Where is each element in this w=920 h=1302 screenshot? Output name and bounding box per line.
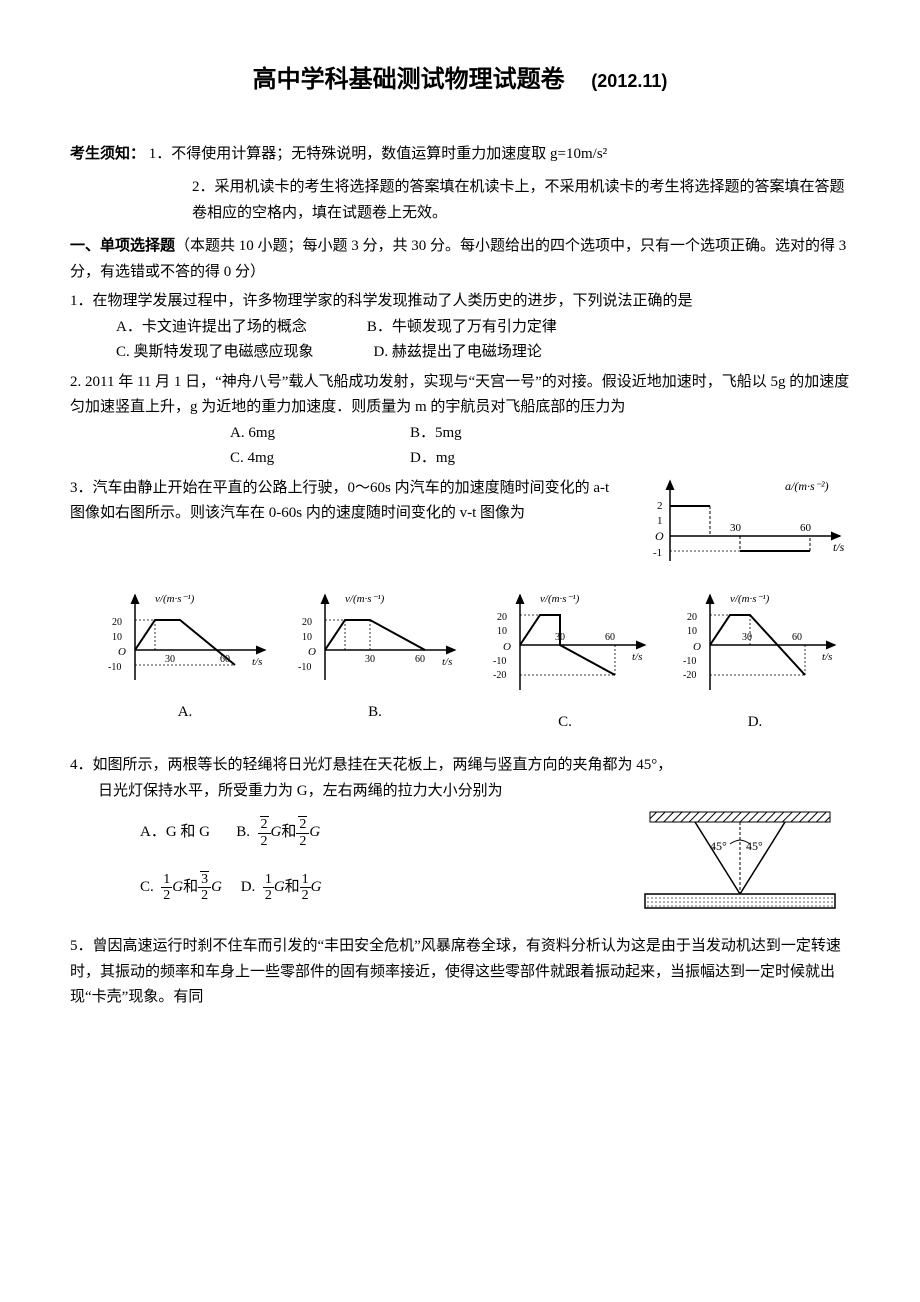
q3-xlabel: t/s xyxy=(833,540,845,554)
q3-at-chart: a/(m·s⁻²) t/s 2 1 O -1 30 60 xyxy=(635,476,850,576)
q3-ylabel: a/(m·s⁻²) xyxy=(785,479,829,493)
section-1-head: 一、单项选择题（本题共 10 小题；每小题 3 分，共 30 分。每小题给出的四… xyxy=(70,234,850,285)
q3-chart-b: v/(m·s⁻¹) t/s 20 10 O -10 30 60 B. xyxy=(290,590,460,736)
q4-options: A．G 和 G B. 22G和22G C. 12G和32G D. 12G和12G xyxy=(70,804,616,904)
q3-stem: 3．汽车由静止开始在平直的公路上行驶，0～60s 内汽车的加速度随时间变化的 a… xyxy=(70,476,621,527)
notice-line-2: 2．采用机读卡的考生将选择题的答案填在机读卡上，不采用机读卡的考生将选择题的答案… xyxy=(70,175,850,226)
svg-text:-10: -10 xyxy=(108,662,121,673)
svg-text:10: 10 xyxy=(687,626,697,637)
svg-text:10: 10 xyxy=(302,632,312,643)
notice-1-sup: s² xyxy=(597,146,607,162)
svg-text:20: 20 xyxy=(112,617,122,628)
svg-text:t/s: t/s xyxy=(442,656,452,668)
q5-stem: 5．曾因高速运行时刹不住车而引发的“丰田安全危机”风暴席卷全球，有资料分析认为这… xyxy=(70,934,850,1011)
svg-text:20: 20 xyxy=(687,612,697,623)
q4-d-frac1: 12 xyxy=(263,872,274,904)
q3-chart-a: v/(m·s⁻¹) t/s 20 10 O -10 30 60 A. xyxy=(100,590,270,736)
svg-text:20: 20 xyxy=(497,612,507,623)
q1-opt-b: B．牛顿发现了万有引力定律 xyxy=(367,315,557,341)
q4-b-frac1: 22 xyxy=(258,816,271,849)
q4-d-frac2: 12 xyxy=(300,872,311,904)
q4-angle2: 45° xyxy=(746,839,763,853)
q2-opt-c: C. 4mg xyxy=(230,446,350,472)
notice-1-text: 1．不得使用计算器；无特殊说明，数值运算时重力加速度取 g=10m/ xyxy=(149,146,597,162)
question-2: 2. 2011 年 11 月 1 日，“神舟八号”载人飞船成功发射，实现与“天宫… xyxy=(70,370,850,472)
q4-he1: 和 xyxy=(281,824,296,840)
svg-text:60: 60 xyxy=(605,632,615,643)
q2-opt-d: D．mg xyxy=(410,446,530,472)
svg-text:-20: -20 xyxy=(493,670,506,681)
svg-text:v/(m·s⁻¹): v/(m·s⁻¹) xyxy=(730,593,770,605)
q3-o: O xyxy=(655,529,664,543)
q2-options: A. 6mg B．5mg C. 4mg D．mg xyxy=(70,421,850,472)
question-5: 5．曾因高速运行时刹不住车而引发的“丰田安全危机”风暴席卷全球，有资料分析认为这… xyxy=(70,934,850,1011)
svg-text:30: 30 xyxy=(365,654,375,665)
q3-c-label: C. xyxy=(480,710,650,736)
q2-opt-a: A. 6mg xyxy=(230,421,350,447)
svg-text:20: 20 xyxy=(302,617,312,628)
svg-text:O: O xyxy=(308,646,316,658)
q1-opt-a: A．卡文迪许提出了场的概念 xyxy=(116,315,307,341)
svg-text:30: 30 xyxy=(165,654,175,665)
section-1-label: 一、单项选择题 xyxy=(70,238,175,254)
q4-b-frac2: 22 xyxy=(296,816,309,849)
q3-chart-c: v/(m·s⁻¹) t/s 20 10 O -10 -20 30 60 C. xyxy=(480,590,650,736)
q1-opt-c: C. 奥斯特发现了电磁感应现象 xyxy=(116,340,314,366)
q4-he3: 和 xyxy=(285,879,300,895)
svg-text:-20: -20 xyxy=(683,670,696,681)
svg-text:-10: -10 xyxy=(493,656,506,667)
q4-stem-a: 4．如图所示，两根等长的轻绳将日光灯悬挂在天花板上，两绳与竖直方向的夹角都为 4… xyxy=(70,753,850,779)
svg-text:30: 30 xyxy=(742,632,752,643)
svg-text:v/(m·s⁻¹): v/(m·s⁻¹) xyxy=(345,593,385,605)
q3-y2: 2 xyxy=(657,500,663,512)
svg-text:t/s: t/s xyxy=(822,651,832,663)
q1-opt-d: D. 赫兹提出了电磁场理论 xyxy=(374,340,542,366)
q3-b-label: B. xyxy=(290,700,460,726)
title-sub: (2012.11) xyxy=(591,71,667,91)
q3-y1: 1 xyxy=(657,515,663,527)
q1-stem: 1．在物理学发展过程中，许多物理学家的科学发现推动了人类历史的进步，下列说法正确… xyxy=(70,289,850,315)
title-main: 高中学科基础测试物理试题卷 xyxy=(253,66,565,93)
svg-text:-10: -10 xyxy=(683,656,696,667)
svg-text:60: 60 xyxy=(415,654,425,665)
q2-stem: 2. 2011 年 11 月 1 日，“神舟八号”载人飞船成功发射，实现与“天宫… xyxy=(70,370,850,421)
q3-d-label: D. xyxy=(670,710,840,736)
q4-opt-a: A．G 和 G xyxy=(140,824,210,840)
svg-text:O: O xyxy=(693,641,701,653)
q3-option-charts: v/(m·s⁻¹) t/s 20 10 O -10 30 60 A. v/(m·… xyxy=(70,590,850,736)
q4-opt-c-label: C. xyxy=(140,879,154,895)
q3-yn1: -1 xyxy=(653,547,662,559)
question-4: 4．如图所示，两根等长的轻绳将日光灯悬挂在天花板上，两绳与竖直方向的夹角都为 4… xyxy=(70,753,850,924)
notice-label: 考生须知： xyxy=(70,145,145,162)
page-title: 高中学科基础测试物理试题卷 (2012.11) xyxy=(70,60,850,101)
svg-text:O: O xyxy=(118,646,126,658)
question-3: 3．汽车由静止开始在平直的公路上行驶，0～60s 内汽车的加速度随时间变化的 a… xyxy=(70,476,850,576)
q4-angle1: 45° xyxy=(710,839,727,853)
q4-opt-d-label: D. xyxy=(241,879,256,895)
svg-text:t/s: t/s xyxy=(632,651,642,663)
svg-text:t/s: t/s xyxy=(252,656,262,668)
svg-text:-10: -10 xyxy=(298,662,311,673)
svg-text:10: 10 xyxy=(112,632,122,643)
q1-options: A．卡文迪许提出了场的概念 B．牛顿发现了万有引力定律 C. 奥斯特发现了电磁感… xyxy=(70,315,850,366)
q3-chart-d: v/(m·s⁻¹) t/s 20 10 O -10 -20 30 60 D. xyxy=(670,590,840,736)
q3-x30: 30 xyxy=(730,522,742,534)
q4-c-frac2: 32 xyxy=(198,871,211,904)
svg-text:60: 60 xyxy=(792,632,802,643)
q3-a-label: A. xyxy=(100,700,270,726)
q2-opt-b: B．5mg xyxy=(410,421,530,447)
q3-x60: 60 xyxy=(800,522,812,534)
q4-c-frac1: 12 xyxy=(161,872,172,904)
svg-text:10: 10 xyxy=(497,626,507,637)
q4-opt-b-label: B. xyxy=(236,824,250,840)
q4-he2: 和 xyxy=(183,879,198,895)
q4-stem-b: 日光灯保持水平，所受重力为 G，左右两绳的拉力大小分别为 xyxy=(70,779,850,805)
svg-text:O: O xyxy=(503,641,511,653)
notice-line-1: 考生须知： 1．不得使用计算器；无特殊说明，数值运算时重力加速度取 g=10m/… xyxy=(70,141,850,168)
q4-figure: 45° 45° xyxy=(630,804,850,924)
section-1-desc: （本题共 10 小题；每小题 3 分，共 30 分。每小题给出的四个选项中，只有… xyxy=(70,238,846,280)
question-1: 1．在物理学发展过程中，许多物理学家的科学发现推动了人类历史的进步，下列说法正确… xyxy=(70,289,850,366)
svg-text:v/(m·s⁻¹): v/(m·s⁻¹) xyxy=(540,593,580,605)
svg-text:v/(m·s⁻¹): v/(m·s⁻¹) xyxy=(155,593,195,605)
